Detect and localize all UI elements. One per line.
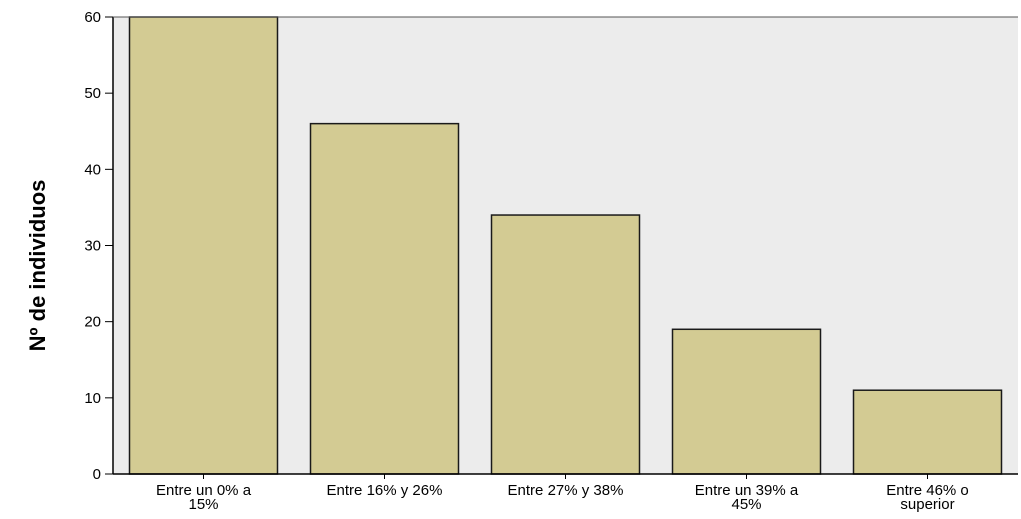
bars-group [128, 16, 1003, 475]
bar [128, 16, 279, 475]
y-tick-label: 20 [84, 314, 101, 331]
y-tick-label: 60 [84, 9, 101, 26]
x-tick-label: Entre 46% o superior [886, 482, 969, 513]
bar [490, 214, 641, 475]
bar [309, 122, 460, 475]
y-ticks-group: 0 10 20 30 40 50 60 [84, 9, 113, 483]
y-axis-title: Nº de individuos [25, 180, 50, 352]
y-tick-label: 50 [84, 85, 101, 102]
x-tick-label: Entre 16% y 26% [327, 482, 443, 499]
y-tick-label: 30 [84, 238, 101, 255]
bar [671, 328, 822, 475]
x-ticks-group: Entre un 0% a 15% Entre 16% y 26% Entre 27%… [156, 474, 969, 513]
x-tick-label: Entre un 0% a 15% [156, 482, 252, 513]
x-tick-label: Entre 27% y 38% [508, 482, 624, 499]
x-tick-label: Entre un 39% a 45% [695, 482, 799, 513]
bar [852, 389, 1003, 475]
y-tick-label: 0 [93, 466, 101, 483]
y-tick-label: 10 [84, 390, 101, 407]
y-tick-label: 40 [84, 161, 101, 178]
